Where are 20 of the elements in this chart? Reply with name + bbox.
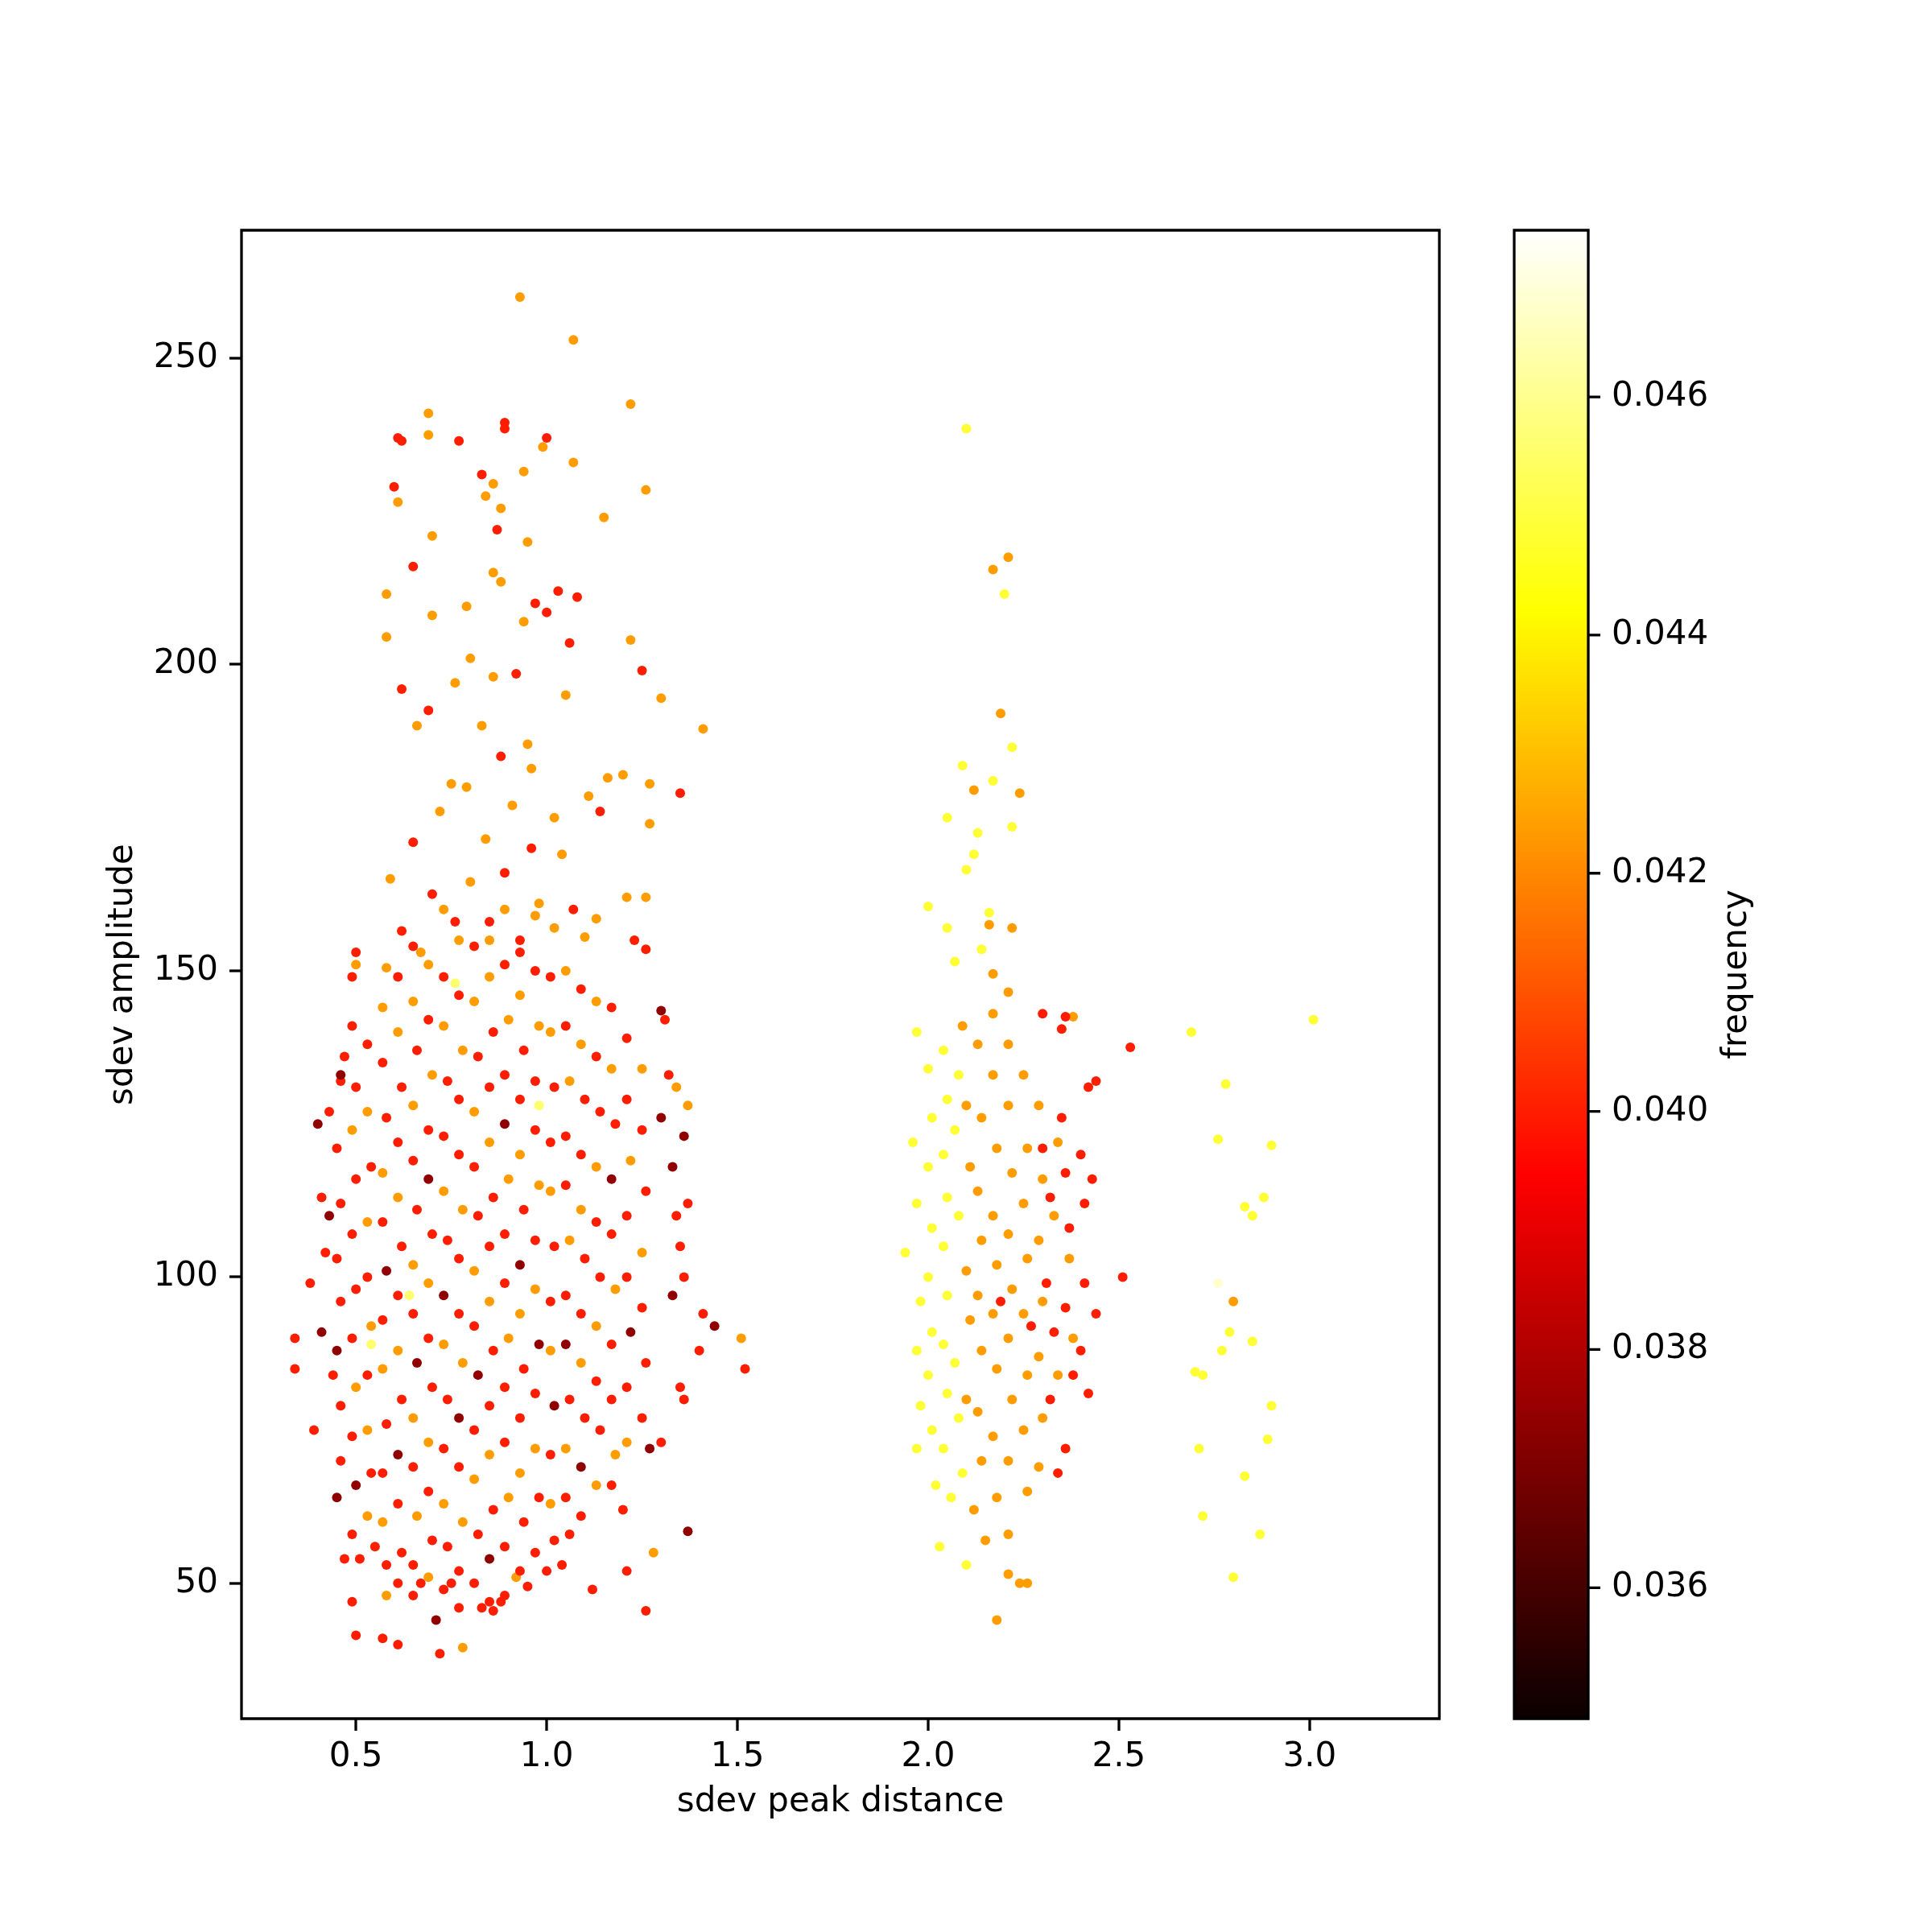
y-tick-label: 200 <box>153 642 218 682</box>
x-axis-title: sdev peak distance <box>676 1779 1005 1819</box>
y-tick-label: 150 <box>153 947 218 988</box>
x-tick-label: 3.0 <box>1282 1735 1337 1775</box>
x-tick-label: 2.0 <box>901 1735 956 1775</box>
color-bar-title: frequency <box>1714 890 1754 1059</box>
y-tick-label: 250 <box>153 335 218 375</box>
y-tick-label: 100 <box>153 1254 218 1294</box>
color-bar-label: 0.036 <box>1612 1565 1709 1605</box>
color-bar-label: 0.042 <box>1612 850 1709 890</box>
color-bar-label: 0.044 <box>1612 612 1709 652</box>
y-tick-label: 50 <box>175 1560 218 1600</box>
x-tick-label: 1.5 <box>710 1735 765 1775</box>
x-tick-label: 2.5 <box>1092 1735 1146 1775</box>
x-tick-label: 0.5 <box>328 1735 383 1775</box>
y-axis-title: sdev amplitude <box>101 844 141 1105</box>
color-bar-label: 0.046 <box>1612 374 1709 414</box>
color-bar-label: 0.040 <box>1612 1088 1709 1129</box>
color-bar-label: 0.038 <box>1612 1327 1709 1367</box>
x-tick-label: 1.0 <box>519 1735 574 1775</box>
